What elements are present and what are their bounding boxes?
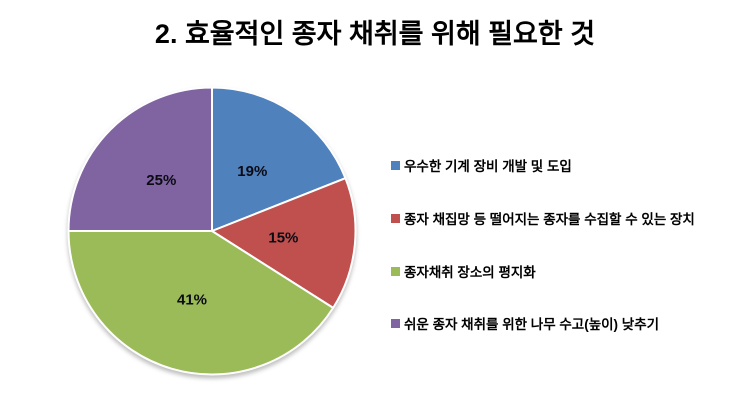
legend-item-3: 쉬운 종자 채취를 위한 나무 수고(높이) 낮추기 (391, 313, 659, 333)
legend-label: 우수한 기계 장비 개발 및 도입 (404, 159, 572, 174)
legend-marker-icon (391, 213, 400, 223)
legend-label: 쉬운 종자 채취를 위한 나무 수고(높이) 낮추기 (404, 317, 660, 332)
legend-marker-icon (391, 318, 400, 328)
legend-marker-icon (391, 266, 400, 276)
slice-label-1: 15% (268, 229, 298, 246)
chart-title: 2. 효율적인 종자 채취를 위해 필요한 것 (154, 19, 596, 49)
legend-label: 종자 채집망 등 떨어지는 종자를 수집할 수 있는 장치 (404, 212, 695, 227)
slice-label-3: 25% (146, 172, 176, 189)
pie-slice-2 (67, 230, 335, 376)
pie-slices (67, 86, 357, 376)
pie-slice-3 (67, 86, 213, 232)
legend-label: 종자채취 장소의 평지화 (404, 265, 536, 280)
slice-label-0: 19% (237, 163, 267, 180)
legend-marker-icon (391, 160, 400, 170)
legend-item-2: 종자채취 장소의 평지화 (391, 261, 536, 281)
legend-item-0: 우수한 기계 장비 개발 및 도입 (391, 155, 572, 175)
pie-slice-1 (211, 177, 357, 309)
slice-label-2: 41% (177, 291, 207, 308)
pie-chart: 19% 15% 41% 25% (67, 86, 357, 376)
legend-item-1: 종자 채집망 등 떨어지는 종자를 수집할 수 있는 장치 (391, 208, 695, 228)
pie-slice-0 (211, 86, 347, 232)
